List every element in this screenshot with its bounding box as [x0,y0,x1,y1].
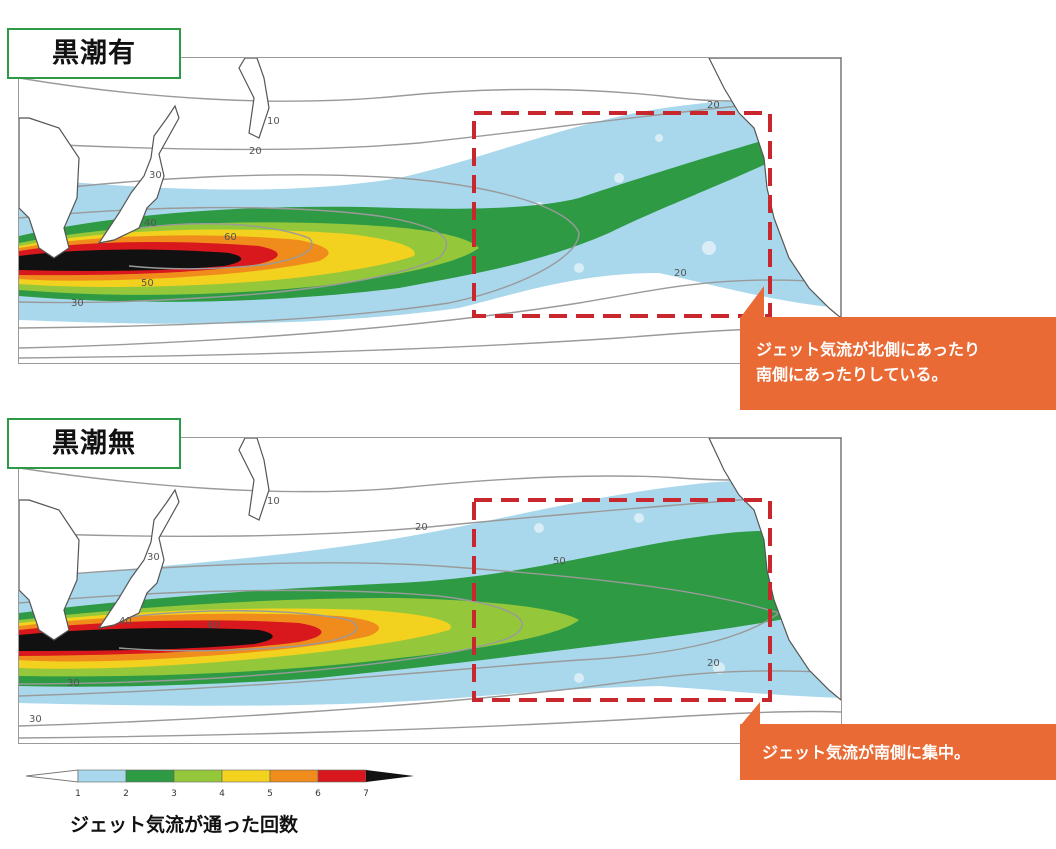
callout-tail [740,702,760,726]
legend-swatch [317,769,367,783]
legend-swatch [221,769,271,783]
contour-labels: 10 20 30 40 60 20 20 50 30 [71,100,720,309]
legend-end-arrow [366,770,414,782]
contour-label: 50 [141,278,154,289]
map-panel-kuroshio-present: 10 20 30 40 60 20 20 50 30 [18,57,842,364]
panel-label-kuroshio-absent: 黒潮無 [7,418,181,469]
legend-swatch [125,769,175,783]
contour-label: 40 [144,218,157,229]
coastline [19,438,841,701]
contour-label: 30 [147,552,160,563]
contour-label: 60 [207,620,220,631]
contour-label: 50 [553,556,566,567]
contour-labels: 10 20 30 40 60 50 30 20 30 [29,496,720,725]
legend-tick-label: 4 [219,789,225,799]
callout-tail [740,286,764,318]
focus-region-box [472,498,772,702]
contour-label: 20 [674,268,687,279]
callout-line: ジェット気流が南側に集中。 [762,743,971,762]
legend-tick-label: 6 [315,789,321,799]
contour-label: 20 [249,146,262,157]
legend-start-arrow [26,769,79,783]
legend-tick-label: 1 [75,789,81,799]
frequency-band-7 [19,627,273,651]
panel-label-kuroshio-present: 黒潮有 [7,28,181,79]
legend-tick-label: 7 [363,789,369,799]
contour-label: 30 [149,170,162,181]
contour-label: 30 [71,298,84,309]
legend-ticks: 1 2 3 4 5 6 7 [75,789,369,799]
contour-label: 60 [224,232,237,243]
jet-frequency-map: 10 20 30 40 60 50 30 20 30 [19,438,841,739]
contour-label: 20 [707,658,720,669]
legend-swatch [77,769,127,783]
contour-label: 10 [267,496,280,507]
focus-region-box [472,111,772,318]
contour-label: 10 [267,116,280,127]
frequency-band-7 [19,249,242,271]
contour-label: 30 [29,714,42,725]
jet-frequency-map: 10 20 30 40 60 20 20 50 30 [19,58,841,359]
legend-tick-label: 5 [267,789,273,799]
callout-top: ジェット気流が北側にあったり 南側にあったりしている。 [740,317,1056,410]
callout-bottom: ジェット気流が南側に集中。 [740,724,1056,780]
contour-label: 40 [119,616,132,627]
legend-swatch [173,769,223,783]
legend-tick-label: 3 [171,789,177,799]
map-panel-kuroshio-absent: 10 20 30 40 60 50 30 20 30 [18,437,842,744]
contour-label: 30 [67,678,80,689]
legend-tick-label: 2 [123,789,129,799]
contour-label: 20 [415,522,428,533]
legend-title: ジェット気流が通った回数 [70,814,299,836]
frequency-legend: 1 2 3 4 5 6 7 [26,769,414,799]
contour-label: 20 [707,100,720,111]
legend-swatches [77,769,367,783]
legend-swatch [269,769,319,783]
coastline [19,58,841,319]
callout-line: 南側にあったりしている。 [756,365,948,384]
callout-line: ジェット気流が北側にあったり [756,340,981,359]
